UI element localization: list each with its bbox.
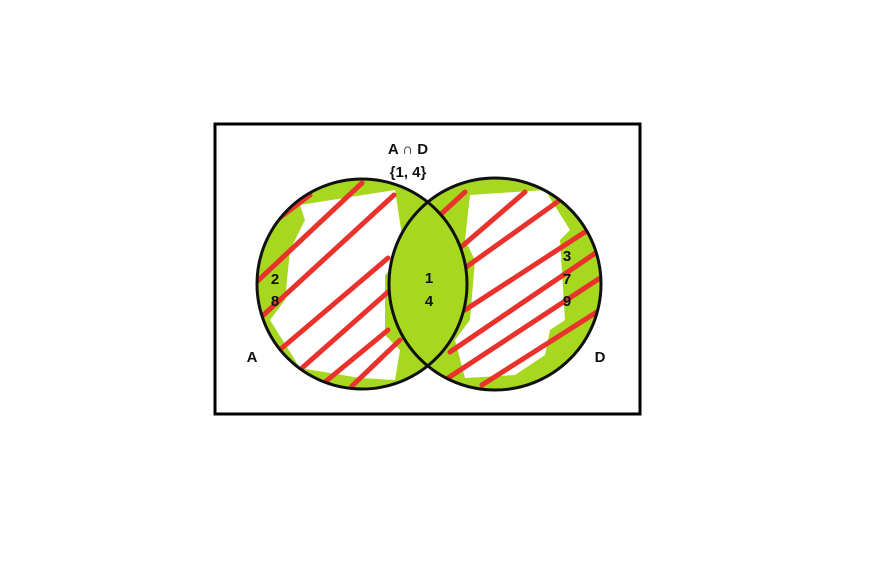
intersection-clean (389, 179, 467, 389)
intersection-element: 1 (425, 270, 433, 287)
set-a-element: 2 (271, 271, 279, 288)
intersection-label: A ∩ D (388, 141, 428, 158)
set-a-name: A (247, 349, 258, 366)
set-a-outline (255, 177, 469, 391)
intersection-set: {1, 4} (390, 164, 427, 181)
intersection-element: 4 (425, 293, 434, 310)
set-d-hatching (437, 189, 601, 388)
set-d-element: 3 (563, 248, 571, 265)
set-d-element: 9 (563, 293, 571, 310)
set-a-element: 8 (271, 293, 279, 310)
set-d-name: D (595, 349, 606, 366)
set-a-hatching (257, 180, 403, 389)
set-d-outline (387, 176, 603, 392)
set-d-element: 7 (563, 271, 571, 288)
